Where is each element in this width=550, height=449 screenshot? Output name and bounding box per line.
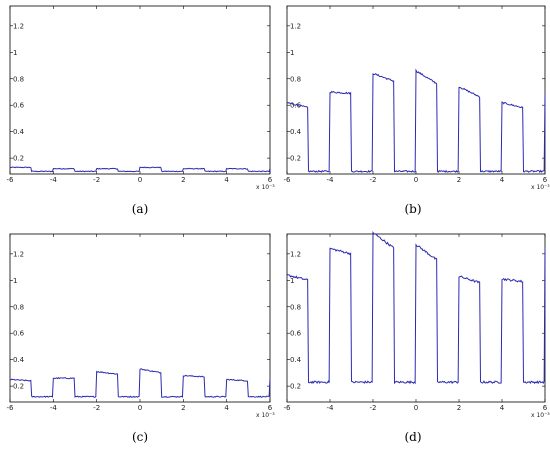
y-tick-label: 0.8	[290, 303, 301, 311]
y-tick-label: 0.4	[290, 356, 302, 364]
x-tick-label: 4	[224, 176, 229, 184]
x-tick-label: 2	[181, 176, 185, 184]
x-tick-label: 2	[457, 404, 461, 412]
x-tick-label: 4	[500, 176, 505, 184]
panel-a: -6 -4 -2 0 2 4 6x 10⁻³ 0.2 0.4 0.6 0.8 1 1.2 (a)	[7, 5, 275, 216]
x-tick-label: 2	[181, 404, 185, 412]
y-tick-label: 0.2	[13, 383, 24, 391]
signal-trace	[9, 166, 271, 173]
x-tick-label: 0	[138, 404, 142, 412]
y-tick-label: 0.2	[290, 155, 301, 163]
panel-c: -6 -4 -2 0 2 4 6x 10⁻³ 0.2 0.4 0.6 0.8 1 1.2 (c)	[7, 233, 275, 444]
y-tick-label: 0.4	[13, 356, 25, 364]
y-tick-label: 0.2	[290, 383, 301, 391]
panel-caption: (b)	[404, 202, 421, 216]
y-tick-label: 0.2	[13, 155, 24, 163]
panel-caption: (c)	[132, 430, 148, 444]
y-tick-label: 1	[290, 49, 294, 57]
x-tick-label: -6	[7, 176, 15, 184]
x-tick-label: 4	[500, 404, 505, 412]
y-tick-label: 0.6	[290, 330, 302, 338]
panel-d: -6 -4 -2 0 2 4 6x 10⁻³ 0.2 0.4 0.6 0.8 1 1.2 (d)	[284, 231, 550, 444]
x-tick-label: 6	[268, 176, 273, 184]
y-tick-label: 0.6	[290, 102, 302, 110]
signal-trace	[286, 231, 546, 385]
x-tick-label: -4	[50, 404, 58, 412]
y-tick-label: 1	[13, 277, 17, 285]
x-tick-label: 2	[457, 176, 461, 184]
x-tick-label: -6	[7, 404, 15, 412]
y-tick-label: 1.2	[13, 250, 24, 258]
y-tick-label: 0.4	[290, 128, 302, 136]
x-tick-label: 6	[268, 404, 273, 412]
x-tick-label: -4	[327, 176, 335, 184]
x-exponent-label: x 10⁻³	[256, 412, 275, 419]
y-tick-label: 0.6	[13, 102, 25, 110]
y-tick-label: 0.6	[13, 330, 25, 338]
x-tick-label: -4	[50, 176, 58, 184]
y-tick-label: 1	[290, 277, 294, 285]
x-tick-label: 4	[224, 404, 229, 412]
axes-frame	[9, 5, 271, 175]
signal-trace	[9, 368, 271, 398]
y-tick-label: 0.8	[13, 303, 24, 311]
y-tick-label: 0.4	[13, 128, 25, 136]
x-exponent-label: x 10⁻³	[256, 184, 275, 191]
panel-caption: (a)	[132, 202, 149, 216]
x-tick-label: -2	[370, 176, 377, 184]
x-tick-label: -6	[284, 176, 292, 184]
x-tick-label: 0	[414, 176, 418, 184]
y-tick-label: 0.8	[13, 75, 24, 83]
panel-caption: (d)	[404, 430, 421, 444]
x-exponent-label: x 10⁻³	[531, 412, 550, 419]
x-tick-label: -2	[370, 404, 377, 412]
x-tick-label: 6	[543, 404, 548, 412]
x-tick-label: 6	[543, 176, 548, 184]
x-tick-label: -6	[284, 404, 292, 412]
x-tick-label: -4	[327, 404, 335, 412]
panel-b: -6 -4 -2 0 2 4 6x 10⁻³ 0.2 0.4 0.6 0.8 1 1.2 (b)	[284, 5, 550, 216]
y-tick-label: 1.2	[13, 22, 24, 30]
x-tick-label: -2	[93, 176, 100, 184]
y-tick-label: 0.8	[290, 75, 301, 83]
signal-trace	[286, 68, 546, 174]
x-tick-label: 0	[414, 404, 418, 412]
y-tick-label: 1	[13, 49, 17, 57]
x-tick-label: -2	[93, 404, 100, 412]
y-tick-label: 1.2	[290, 250, 301, 258]
y-tick-label: 1.2	[290, 22, 301, 30]
x-tick-label: 0	[138, 176, 142, 184]
x-exponent-label: x 10⁻³	[531, 184, 550, 191]
